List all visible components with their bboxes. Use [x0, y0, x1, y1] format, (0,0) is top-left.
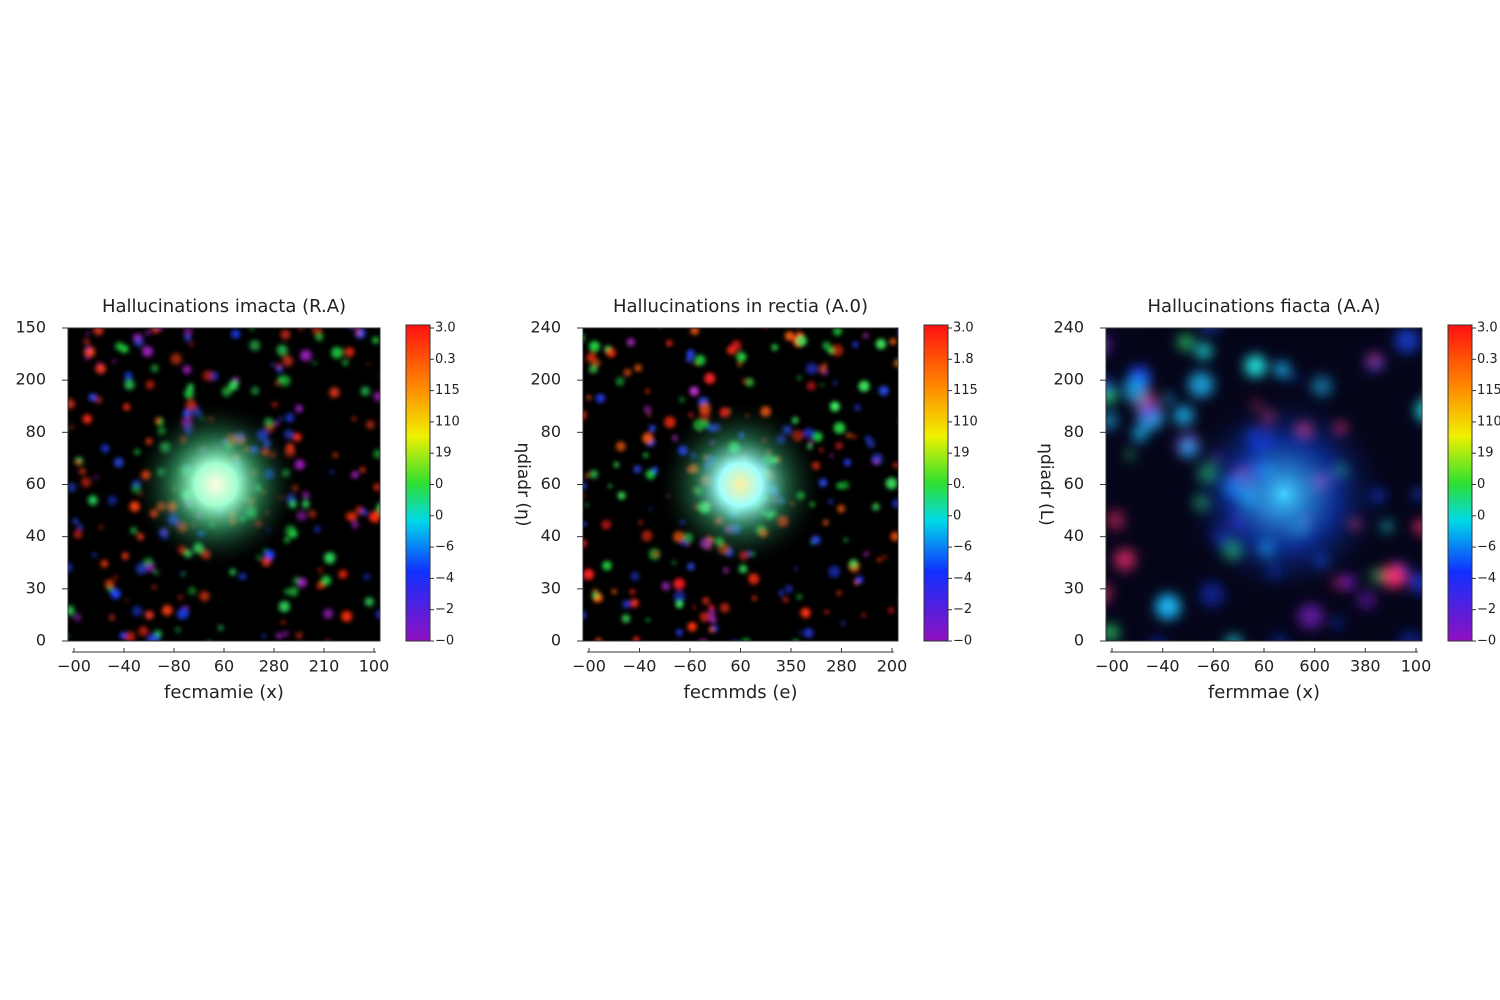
y-tick-label: 40	[1064, 526, 1084, 545]
colorbar-tick-label: −0	[953, 634, 972, 649]
y-tick-label: 40	[541, 526, 561, 545]
y-tick-label: 60	[1064, 474, 1084, 493]
colorbar-tick-label: 115	[953, 383, 978, 398]
y-tick-label: 40	[26, 526, 46, 545]
colorbar-tick-label: −0	[435, 634, 454, 649]
x-tick-label: −40	[107, 657, 141, 676]
x-tick-label: 350	[776, 657, 807, 676]
colorbar-tick-label: 0	[435, 508, 443, 523]
chart-title: Hallucinations imacta (R.A)	[102, 296, 346, 317]
colorbar-tick-label: 0	[435, 477, 443, 492]
colorbar-tick-label: −4	[435, 571, 454, 586]
x-tick-label: 60	[730, 657, 750, 676]
colorbar-tick-label: 0.3	[435, 352, 456, 367]
colorbar-tick-label: 19	[953, 446, 970, 461]
y-tick-label: 60	[541, 474, 561, 493]
y-tick-label: 0	[551, 631, 561, 650]
x-tick-label: −40	[1146, 657, 1180, 676]
x-tick-label: 60	[214, 657, 234, 676]
x-tick-label: 280	[826, 657, 857, 676]
y-tick-label: 80	[26, 422, 46, 441]
colorbar-tick-label: −2	[1477, 602, 1496, 617]
y-tick-label: 200	[1053, 370, 1084, 389]
x-tick-label: −00	[1095, 657, 1129, 676]
chart-title: Hallucinations in rectia (A.0)	[613, 296, 868, 317]
colorbar-tick-label: −2	[953, 602, 972, 617]
y-tick-label: 30	[26, 578, 46, 597]
x-tick-label: 210	[309, 657, 340, 676]
colorbar-tick-label: 0.3	[1477, 352, 1498, 367]
chart-title: Hallucinations fiacta (A.A)	[1147, 296, 1380, 317]
colorbar-tick-label: 1.8	[953, 352, 974, 367]
colorbar-tick-label: 19	[435, 446, 452, 461]
colorbar-tick-label: −4	[1477, 571, 1496, 586]
x-tick-label: −80	[157, 657, 191, 676]
panel: Hallucinations fiacta (A.A) fermmae (x) ηd…	[1036, 296, 1500, 703]
y-axis-label: ηdiadr (η)	[513, 443, 533, 527]
x-tick-label: 100	[1401, 657, 1432, 676]
panel: Hallucinations imacta (R.A) fecmamie (x) 1…	[15, 296, 460, 703]
x-tick-label: −60	[673, 657, 707, 676]
colorbar-tick-label: 115	[435, 383, 460, 398]
x-tick-label: 380	[1350, 657, 1381, 676]
y-tick-label: 200	[15, 370, 46, 389]
x-axis-label: fecmmds (e)	[683, 682, 797, 703]
colorbar-tick-label: −0	[1477, 634, 1496, 649]
colorbar	[405, 324, 431, 642]
colorbar-tick-label: 3.0	[1477, 321, 1498, 336]
heatmap-image	[583, 328, 898, 641]
y-tick-label: 150	[15, 318, 46, 337]
colorbar-tick-label: 110	[953, 414, 978, 429]
colorbar-tick-label: 110	[435, 414, 460, 429]
heatmap-image	[1106, 328, 1422, 641]
colorbar-tick-label: −6	[435, 540, 454, 555]
y-tick-label: 80	[1064, 422, 1084, 441]
colorbar-tick-label: 19	[1477, 446, 1494, 461]
colorbar-tick-label: 3.0	[435, 321, 456, 336]
y-tick-label: 200	[530, 370, 561, 389]
x-tick-label: −00	[572, 657, 606, 676]
x-tick-label: −60	[1196, 657, 1230, 676]
x-tick-label: 200	[877, 657, 908, 676]
x-tick-label: 600	[1299, 657, 1330, 676]
x-tick-label: 280	[259, 657, 290, 676]
x-tick-label: −40	[623, 657, 657, 676]
y-tick-label: 0	[36, 631, 46, 650]
y-tick-label: 80	[541, 422, 561, 441]
x-axis-label: fecmamie (x)	[164, 682, 284, 703]
colorbar-tick-label: −6	[1477, 540, 1496, 555]
x-tick-label: 60	[1254, 657, 1274, 676]
colorbar-tick-label: 0	[1477, 477, 1485, 492]
colorbar-tick-label: 0	[1477, 508, 1485, 523]
y-axis-label: ηdiadr (L)	[1036, 443, 1056, 526]
x-tick-label: −00	[57, 657, 91, 676]
colorbar-tick-label: −6	[953, 540, 972, 555]
y-tick-label: 0	[1074, 631, 1084, 650]
colorbar-tick-label: −2	[435, 602, 454, 617]
x-axis-label: fermmae (x)	[1208, 682, 1320, 703]
y-tick-label: 60	[26, 474, 46, 493]
y-tick-label: 30	[1064, 578, 1084, 597]
panel: Hallucinations in rectia (A.0) fecmmds (e…	[513, 296, 978, 703]
colorbar-tick-label: −4	[953, 571, 972, 586]
colorbar-tick-label: 0.	[953, 477, 965, 492]
colorbar	[923, 324, 949, 642]
colorbar-tick-label: 110	[1477, 414, 1500, 429]
y-tick-label: 240	[530, 318, 561, 337]
colorbar-tick-label: 115	[1477, 383, 1500, 398]
x-tick-label: 100	[359, 657, 390, 676]
colorbar	[1447, 324, 1473, 642]
heatmap-image	[68, 328, 380, 641]
colorbar-tick-label: 3.0	[953, 321, 974, 336]
y-tick-label: 240	[1053, 318, 1084, 337]
colorbar-tick-label: 0	[953, 508, 961, 523]
y-tick-label: 30	[541, 578, 561, 597]
